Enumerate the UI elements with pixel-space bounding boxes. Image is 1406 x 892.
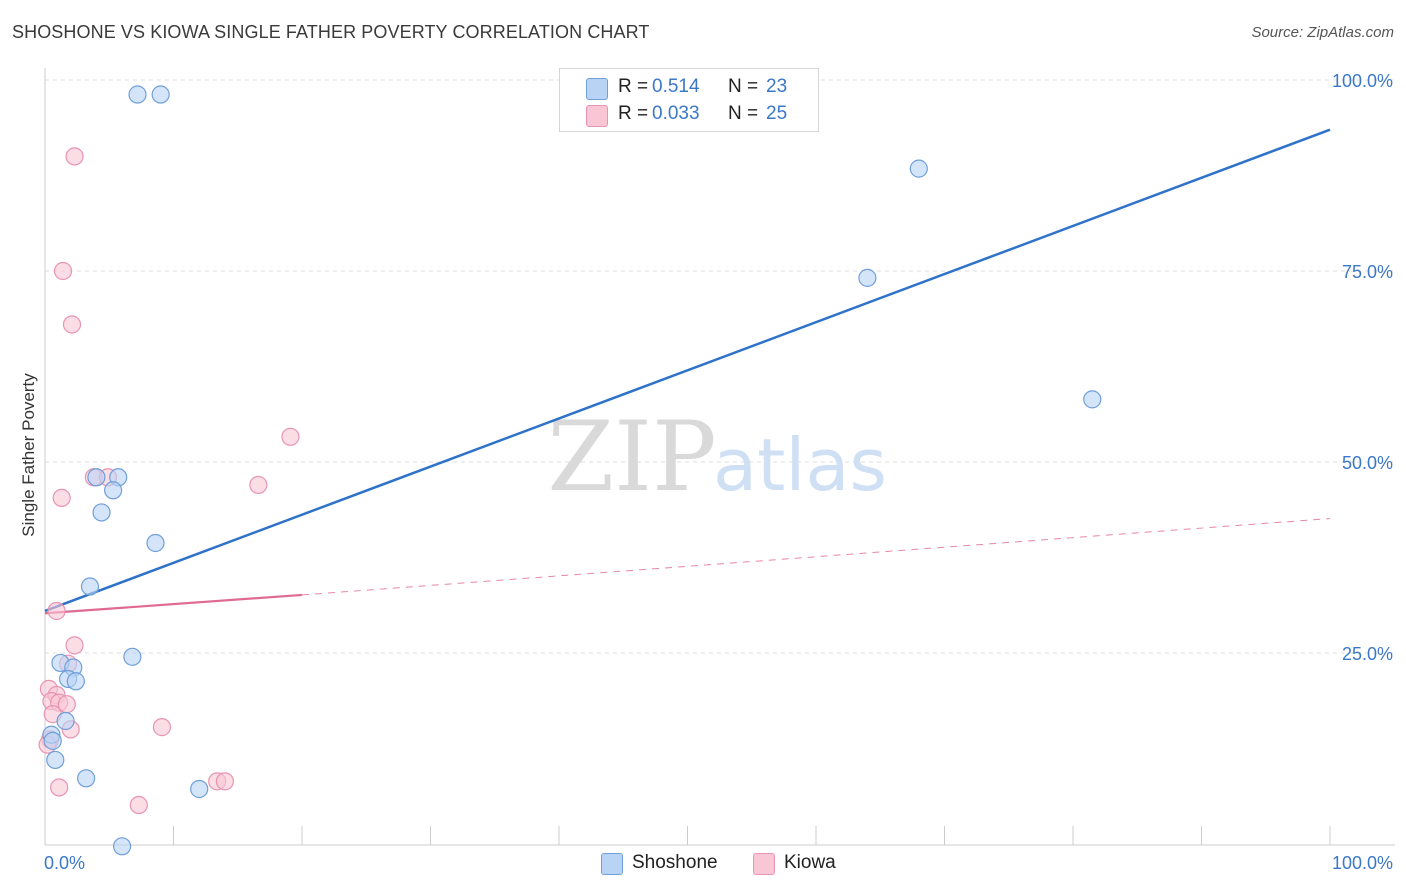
grid-layer [45,79,1395,654]
y-tick-label: 25.0% [1342,644,1393,664]
shoshone-point [104,481,123,500]
shoshone-point [146,533,165,553]
kiowa-point [53,261,73,281]
legend-n-value: 23 [766,76,788,97]
watermark-zip: ZIP [547,401,716,513]
legend-r-label: R = [618,76,649,97]
watermark: ZIP atlas [547,401,887,513]
legend-n-label: N = [728,103,759,124]
legend-n-value: 25 [766,103,788,124]
shoshone-point [858,268,877,287]
legend-n-label: N = [728,76,759,97]
kiowa-point [215,772,234,791]
shoshone-point [77,769,96,788]
source-label: Source: ZipAtlas.com [1251,24,1394,41]
shoshone-swatch-icon [601,853,623,875]
shoshone-point [87,468,106,487]
shoshone-point [56,711,75,731]
kiowa-swatch-icon [753,853,775,875]
y-tick-label: 75.0% [1342,262,1393,282]
legend-r-value: 0.033 [652,103,700,124]
shoshone-point [123,647,142,666]
y-tick-label: 50.0% [1342,453,1393,473]
legend-r-label: R = [618,103,649,124]
points-layer [38,85,1102,856]
legend-series-label: Shoshone [632,852,718,873]
shoshone-point [1083,390,1102,409]
shoshone-point [151,85,170,104]
kiowa-point [129,795,148,815]
kiowa-point [52,488,71,508]
kiowa-trendline [44,593,303,615]
kiowa-point [62,315,82,334]
kiowa-trendline-extension [301,518,1331,596]
shoshone-point [112,837,132,856]
shoshone-swatch-icon [586,78,608,100]
legend-box: R = 0.514 N = 23 R = 0.033 N = 25 [559,68,819,132]
x-tick-label: 0.0% [44,853,85,873]
legend-row-kiowa: R = 0.033 N = 25 [560,103,818,129]
kiowa-point [65,636,84,655]
kiowa-point [65,147,84,166]
shoshone-trendline [44,128,1331,613]
shoshone-point [43,731,62,750]
kiowa-point [47,601,66,621]
x-tick-label: 100.0% [1332,853,1393,873]
shoshone-point [46,750,65,770]
tick-label-layer: 25.0% 50.0% 75.0% 100.0% 0.0% 100.0% Single Fa… [19,71,1393,873]
chart-title: SHOSHONE VS KIOWA SINGLE FATHER POVERTY … [12,22,650,42]
legend-series-label: Kiowa [784,852,836,873]
y-tick-label: 100.0% [1332,71,1393,91]
kiowa-point [50,778,69,797]
legend-row-shoshone: R = 0.514 N = 23 [560,76,818,102]
kiowa-point [152,718,172,737]
kiowa-point [249,475,268,495]
y-axis-label: Single Father Poverty [19,373,38,537]
shoshone-point [80,577,100,596]
shoshone-point [92,503,111,522]
shoshone-point [66,672,85,691]
trend-layer [44,128,1331,615]
kiowa-swatch-icon [586,105,608,127]
shoshone-point [128,85,147,104]
shoshone-point [190,779,209,799]
shoshone-point [909,159,928,178]
kiowa-point [57,695,76,714]
kiowa-point [281,427,300,446]
legend-r-value: 0.514 [652,76,700,97]
watermark-atlas: atlas [713,423,887,507]
